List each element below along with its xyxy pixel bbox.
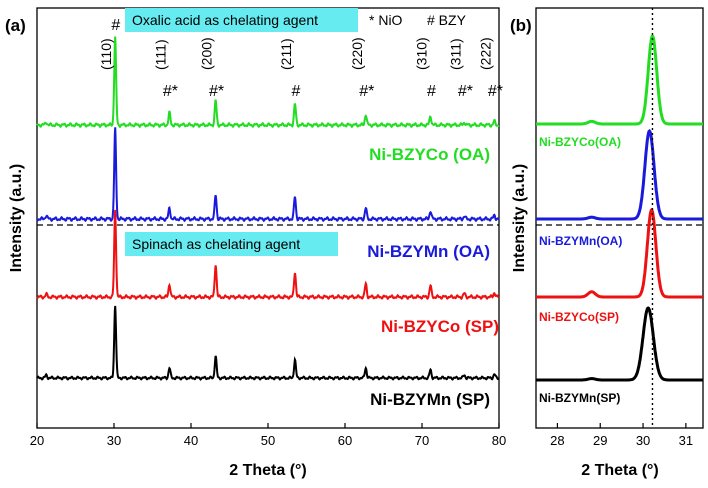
- bzy-key: # BZY: [427, 12, 467, 28]
- panel-b-y-title: Intensity (a.u.): [511, 164, 528, 272]
- panel-a-y-title: Intensity (a.u.): [8, 164, 25, 272]
- series-line-b: [536, 207, 703, 299]
- series-line-b: [536, 33, 703, 126]
- peak-hkl-label: (222): [477, 37, 493, 70]
- peak-marker: #*: [209, 83, 224, 100]
- panel-a-label: (a): [5, 16, 26, 35]
- series-line-a: [36, 209, 500, 301]
- series-label-a: Ni-BZYCo (SP): [381, 317, 499, 336]
- series-line-a: [36, 305, 500, 381]
- series-label-a: Ni-BZYCo (OA): [369, 145, 490, 164]
- series-line-a: [36, 127, 500, 223]
- peak-hkl-label: (200): [199, 37, 215, 70]
- peak-marker: #: [427, 83, 436, 100]
- series-label-a: Ni-BZYMn (OA): [367, 242, 490, 261]
- series-label-b: Ni-BZYMn(SP): [539, 391, 620, 405]
- x-tick-label-a: 60: [338, 433, 352, 448]
- peak-marker: #*: [163, 83, 178, 100]
- x-tick-label-b: 31: [679, 433, 693, 448]
- peak-hkl-label: (211): [278, 38, 294, 70]
- x-tick-label-b: 30: [636, 433, 650, 448]
- series-label-a: Ni-BZYMn (SP): [370, 390, 490, 409]
- sp-annotation-text: Spinach as chelating agent: [132, 236, 300, 252]
- series-label-b: Ni-BZYCo(SP): [539, 310, 619, 324]
- peak-hkl-label: (310): [414, 37, 430, 70]
- x-tick-label-a: 80: [492, 433, 506, 448]
- peak-marker: #: [291, 83, 300, 100]
- sp-annotation-box: [125, 232, 338, 256]
- peak-hkl-label: (311): [447, 38, 463, 70]
- x-tick-label-a: 70: [415, 433, 429, 448]
- series-label-b: Ni-BZYCo(OA): [539, 135, 621, 149]
- panel-a-plot: 20 30 40 50 60 70 80 Ni-BZYCo (OA) Ni-BZYMn (OA)…: [30, 17, 506, 448]
- peak-hkl-label: (110): [98, 38, 114, 70]
- series-line-b: [536, 128, 703, 221]
- peak-marker: #*: [359, 83, 374, 100]
- panel-a-x-title: 2 Theta (°): [229, 462, 307, 479]
- series-label-b: Ni-BZYMn(OA): [539, 234, 622, 248]
- panel-b-label: (b): [510, 16, 532, 35]
- x-tick-label-a: 20: [30, 433, 44, 448]
- peak-hkl-label: (111): [152, 39, 168, 70]
- x-tick-label-a: 40: [184, 433, 198, 448]
- x-tick-label-b: 29: [593, 433, 607, 448]
- peak-marker: #: [111, 17, 120, 34]
- peak-hkl-label: (220): [349, 37, 365, 70]
- x-tick-label-b: 28: [550, 433, 564, 448]
- panel-b-x-title: 2 Theta (°): [581, 462, 659, 479]
- x-tick-label-a: 30: [107, 433, 121, 448]
- series-line-a: [36, 36, 500, 129]
- x-tick-label-a: 50: [261, 433, 275, 448]
- panel-b-plot: 28 29 30 31 Ni-BZYCo(OA) Ni-BZYMn(OA) Ni-BZYCo…: [536, 8, 703, 448]
- peak-marker: #*: [488, 83, 503, 100]
- nio-key: * NiO: [369, 12, 403, 28]
- oa-annotation-text: Oxalic acid as chelating agent: [132, 12, 318, 28]
- oa-annotation-box: [125, 8, 358, 32]
- peak-marker: #*: [458, 83, 473, 100]
- series-line-b: [536, 306, 703, 382]
